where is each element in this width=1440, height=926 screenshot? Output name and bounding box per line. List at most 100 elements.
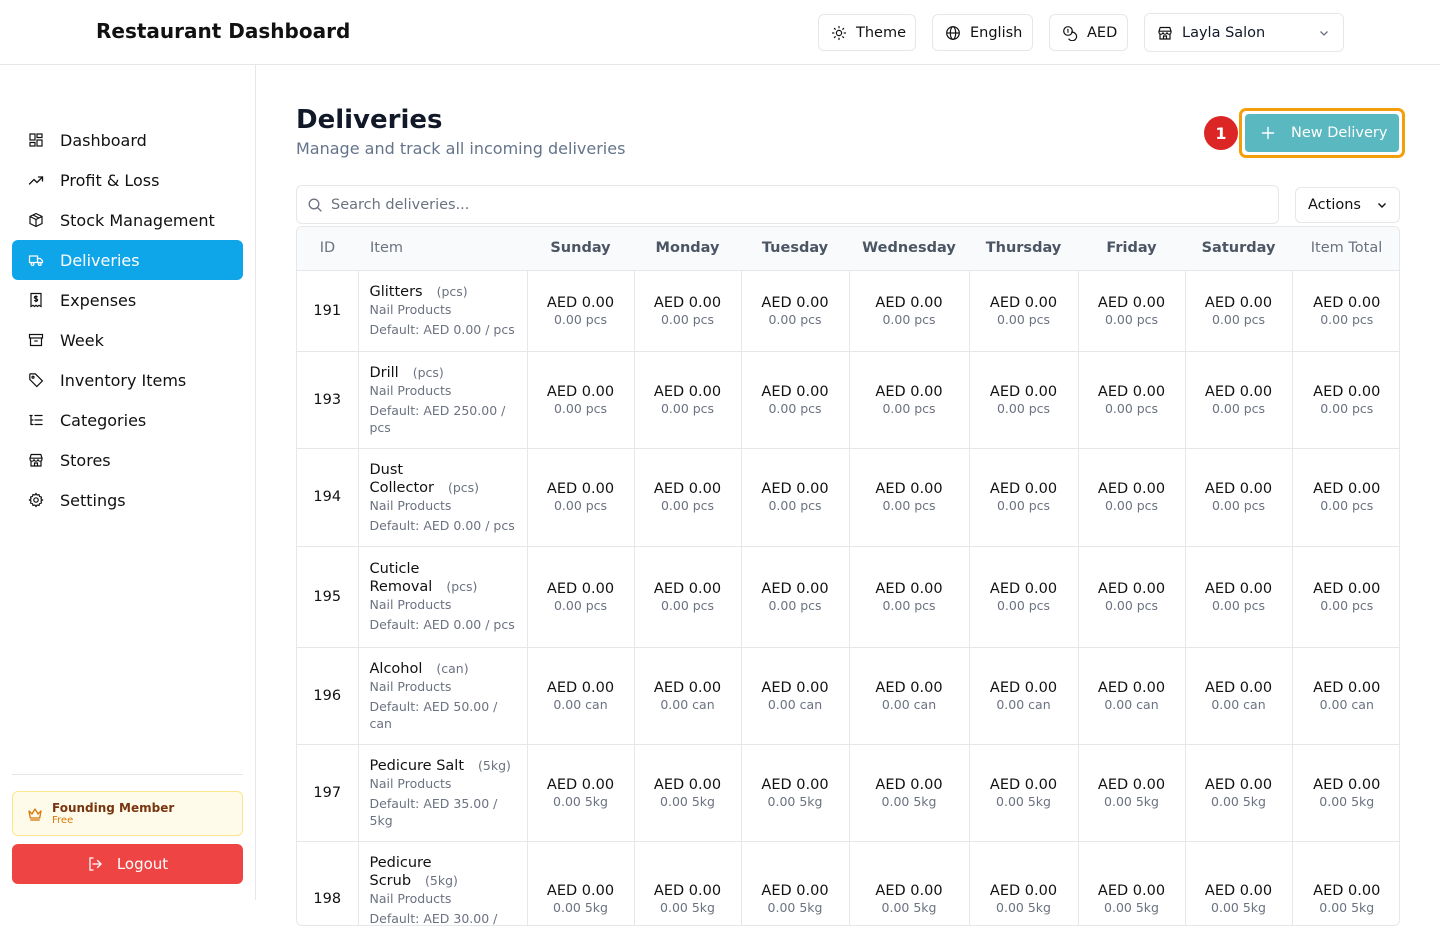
column-header[interactable]: Monday	[634, 227, 741, 270]
column-header[interactable]: Sunday	[527, 227, 634, 270]
amount: AED 0.00	[850, 882, 969, 900]
sidebar-item-settings[interactable]: Settings	[12, 480, 243, 520]
amount: AED 0.00	[742, 294, 849, 312]
store-selector[interactable]: Layla Salon	[1144, 13, 1344, 52]
sidebar-item-stock-management[interactable]: Stock Management	[12, 200, 243, 240]
column-header[interactable]: Wednesday	[849, 227, 969, 270]
theme-button[interactable]: Theme	[818, 14, 916, 51]
column-header[interactable]: Friday	[1078, 227, 1185, 270]
amount: AED 0.00	[635, 776, 741, 794]
sidebar-item-inventory-items[interactable]: Inventory Items	[12, 360, 243, 400]
store-icon	[28, 452, 44, 468]
quantity: 0.00 pcs	[742, 401, 849, 417]
column-header[interactable]: Tuesday	[741, 227, 849, 270]
sidebar-item-week[interactable]: Week	[12, 320, 243, 360]
sidebar-item-categories[interactable]: Categories	[12, 400, 243, 440]
new-delivery-button[interactable]: New Delivery	[1245, 114, 1399, 152]
grid-icon	[28, 132, 44, 148]
sidebar-item-stores[interactable]: Stores	[12, 440, 243, 480]
column-header[interactable]: Item	[358, 227, 527, 270]
column-header[interactable]: Saturday	[1185, 227, 1292, 270]
logout-button[interactable]: Logout	[12, 844, 243, 884]
language-button[interactable]: English	[932, 14, 1033, 51]
sidebar-item-dashboard[interactable]: Dashboard	[12, 120, 243, 160]
quantity: 0.00 pcs	[528, 598, 634, 614]
sidebar-item-deliveries[interactable]: Deliveries	[12, 240, 243, 280]
sidebar-item-expenses[interactable]: Expenses	[12, 280, 243, 320]
column-header[interactable]: Item Total	[1292, 227, 1400, 270]
quantity: 0.00 5kg	[970, 900, 1078, 916]
currency-button[interactable]: AED	[1049, 14, 1128, 51]
actions-dropdown[interactable]: Actions	[1295, 187, 1400, 223]
search-input[interactable]: Search deliveries...	[296, 185, 1279, 224]
column-header[interactable]: ID	[297, 227, 358, 270]
sidebar-item-profit-loss[interactable]: Profit & Loss	[12, 160, 243, 200]
column-header[interactable]: Thursday	[969, 227, 1078, 270]
quantity: 0.00 5kg	[528, 794, 634, 810]
